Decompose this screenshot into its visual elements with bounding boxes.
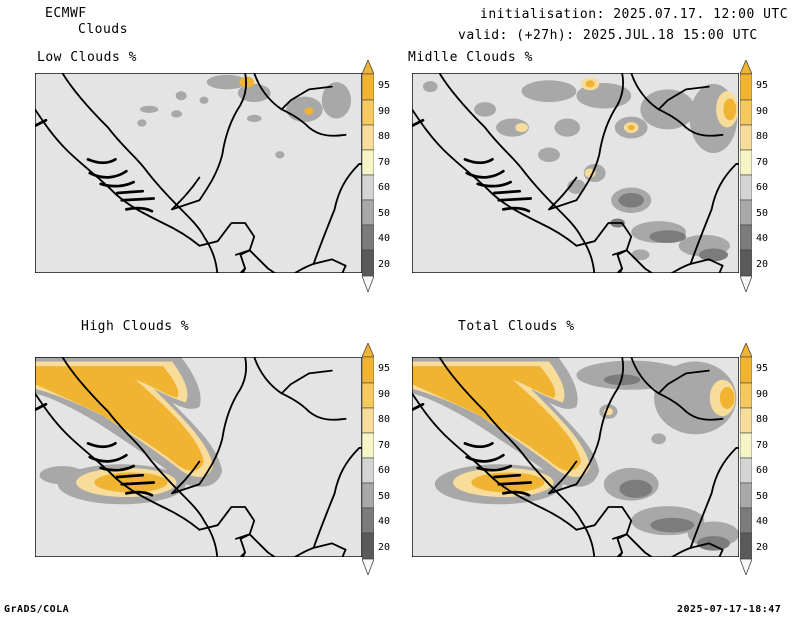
colorbar-tick-label: 20 [378, 541, 391, 553]
colorbar-tick-label: 20 [378, 258, 391, 270]
valid-time: valid: (+27h): 2025.JUL.18 15:00 UTC [458, 28, 758, 43]
map-panel-total [412, 357, 739, 557]
map-panel-high [35, 357, 362, 557]
colorbar-tick-label: 70 [378, 156, 391, 168]
colorbar-tick-label: 40 [756, 233, 769, 244]
colorbar-tick-label: 50 [378, 490, 391, 502]
colorbar-tick-label: 60 [756, 182, 769, 193]
colorbar-tick-label: 80 [756, 414, 769, 425]
colorbar-tick-label: 60 [756, 465, 769, 476]
panel-title-middle: Midlle Clouds % [408, 50, 533, 65]
colorbar-tick-label: 95 [378, 80, 391, 91]
colorbar-tick-label: 95 [378, 363, 391, 374]
colorbar-tick-label: 95 [756, 363, 769, 374]
map-panel-low [35, 73, 362, 273]
colorbar-tick-label: 60 [378, 182, 391, 193]
footer-timestamp: 2025-07-17-18:47 [677, 604, 782, 615]
colorbar-tick-label: 40 [378, 233, 391, 244]
map-panel-middle [412, 73, 739, 273]
colorbar-tick-label: 60 [378, 465, 391, 476]
colorbar-middle [740, 60, 800, 292]
colorbar-tick-label: 90 [756, 388, 769, 400]
colorbar-tick-label: 80 [378, 414, 391, 425]
colorbar-low [362, 60, 422, 292]
product-name: Clouds [78, 22, 128, 37]
init-time: initialisation: 2025.07.17. 12:00 UTC [480, 7, 789, 22]
colorbar-tick-label: 40 [756, 516, 769, 527]
colorbar-tick-label: 70 [378, 439, 391, 451]
colorbar-tick-label: 90 [378, 388, 391, 400]
colorbar-tick-label: 95 [756, 80, 769, 91]
footer-credit: GrADS/COLA [4, 604, 70, 615]
colorbar-tick-label: 80 [378, 131, 391, 142]
colorbar-tick-label: 40 [378, 516, 391, 527]
colorbar-tick-label: 20 [756, 258, 769, 270]
colorbar-tick-label: 70 [756, 156, 769, 168]
colorbar-high [362, 343, 422, 575]
colorbar-tick-label: 80 [756, 131, 769, 142]
colorbar-total [740, 343, 800, 575]
colorbar-tick-label: 20 [756, 541, 769, 553]
model-name: ECMWF [45, 6, 87, 21]
panel-title-total: Total Clouds % [458, 319, 575, 334]
panel-title-low: Low Clouds % [37, 50, 137, 65]
colorbar-tick-label: 70 [756, 439, 769, 451]
colorbar-tick-label: 50 [756, 490, 769, 502]
panel-title-high: High Clouds % [81, 319, 190, 334]
colorbar-tick-label: 50 [378, 207, 391, 219]
colorbar-tick-label: 90 [756, 105, 769, 117]
colorbar-tick-label: 50 [756, 207, 769, 219]
colorbar-tick-label: 90 [378, 105, 391, 117]
